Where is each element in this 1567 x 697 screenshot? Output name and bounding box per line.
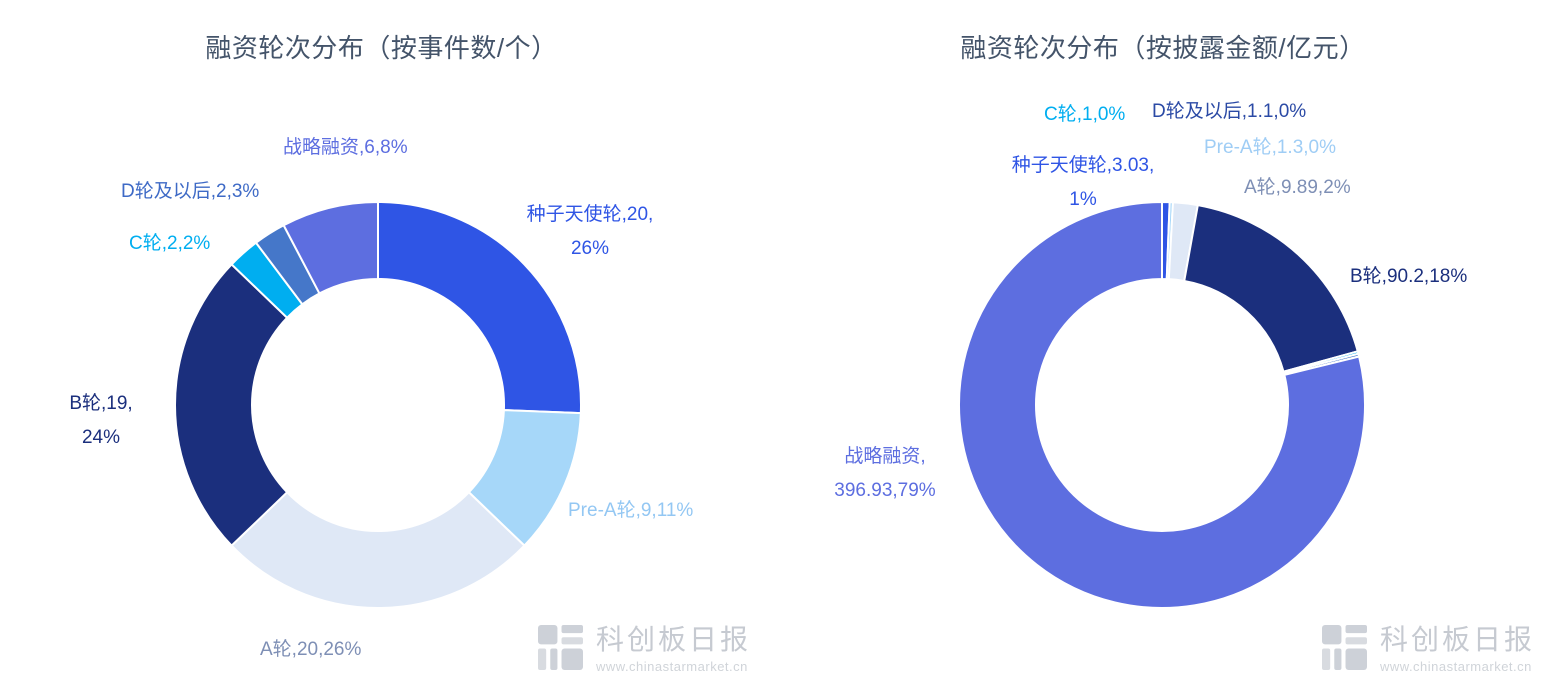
label-b-round-line1: B轮,19,	[69, 393, 133, 414]
pie-slice-2-A轮	[230, 491, 526, 609]
label-strategic: 战略融资,6,8%	[283, 137, 408, 158]
label-seed-line2: 1%	[1069, 189, 1097, 210]
label-c-round: C轮,2,2%	[129, 233, 211, 254]
watermark: 科创板日报 www.chinastarmarket.cn	[538, 625, 751, 674]
pie-slice-6-战略融资	[282, 201, 379, 295]
label-seed: 种子天使轮,3.03, 1%	[1005, 149, 1161, 217]
chart-title-by-amount: 融资轮次分布（按披露金额/亿元）	[960, 33, 1366, 63]
label-strategic: 战略融资, 396.93,79%	[826, 440, 944, 508]
label-pre-a: Pre-A轮,1.3,0%	[1204, 137, 1336, 158]
watermark-url: www.chinastarmarket.cn	[596, 659, 748, 674]
label-b-round-line2: 24%	[81, 427, 121, 448]
watermark-logo-icon	[538, 625, 583, 670]
label-seed-line1: 种子天使轮,3.03,	[1011, 155, 1155, 176]
chart-title-by-count: 融资轮次分布（按事件数/个）	[205, 33, 558, 63]
label-seed-line2: 26%	[570, 238, 610, 259]
label-c-round: C轮,1,0%	[1044, 104, 1126, 125]
watermark-text: 科创板日报 www.chinastarmarket.cn	[1380, 624, 1536, 675]
watermark: 科创板日报 www.chinastarmarket.cn	[1322, 625, 1535, 674]
donut-chart-by-count	[174, 201, 582, 609]
donut-chart-by-amount	[958, 201, 1366, 609]
label-strategic-line1: 战略融资,	[844, 446, 926, 467]
pie-slice-3-B轮	[1183, 204, 1359, 373]
label-seed: 种子天使轮,20, 26%	[517, 198, 663, 266]
label-pre-a: Pre-A轮,9,11%	[568, 500, 694, 521]
pie-slice-3-B轮	[174, 263, 289, 547]
watermark-url: www.chinastarmarket.cn	[1380, 659, 1532, 674]
label-b-round: B轮,90.2,18%	[1350, 266, 1468, 287]
label-a-round: A轮,20,26%	[260, 639, 362, 660]
watermark-text: 科创板日报 www.chinastarmarket.cn	[596, 624, 752, 675]
label-b-round: B轮,19, 24%	[58, 387, 144, 455]
label-strategic-line2: 396.93,79%	[834, 480, 936, 501]
label-seed-line1: 种子天使轮,20,	[526, 204, 654, 225]
label-a-round: A轮,9.89,2%	[1244, 177, 1351, 198]
label-d-round: D轮及以后,2,3%	[121, 181, 260, 202]
watermark-brand: 科创板日报	[596, 624, 752, 655]
pie-slice-6-战略融资	[958, 201, 1366, 609]
pie-slice-0-种子天使轮	[377, 201, 582, 415]
watermark-logo-icon	[1322, 625, 1367, 670]
watermark-brand: 科创板日报	[1380, 624, 1536, 655]
label-d-round: D轮及以后,1.1,0%	[1152, 101, 1307, 122]
